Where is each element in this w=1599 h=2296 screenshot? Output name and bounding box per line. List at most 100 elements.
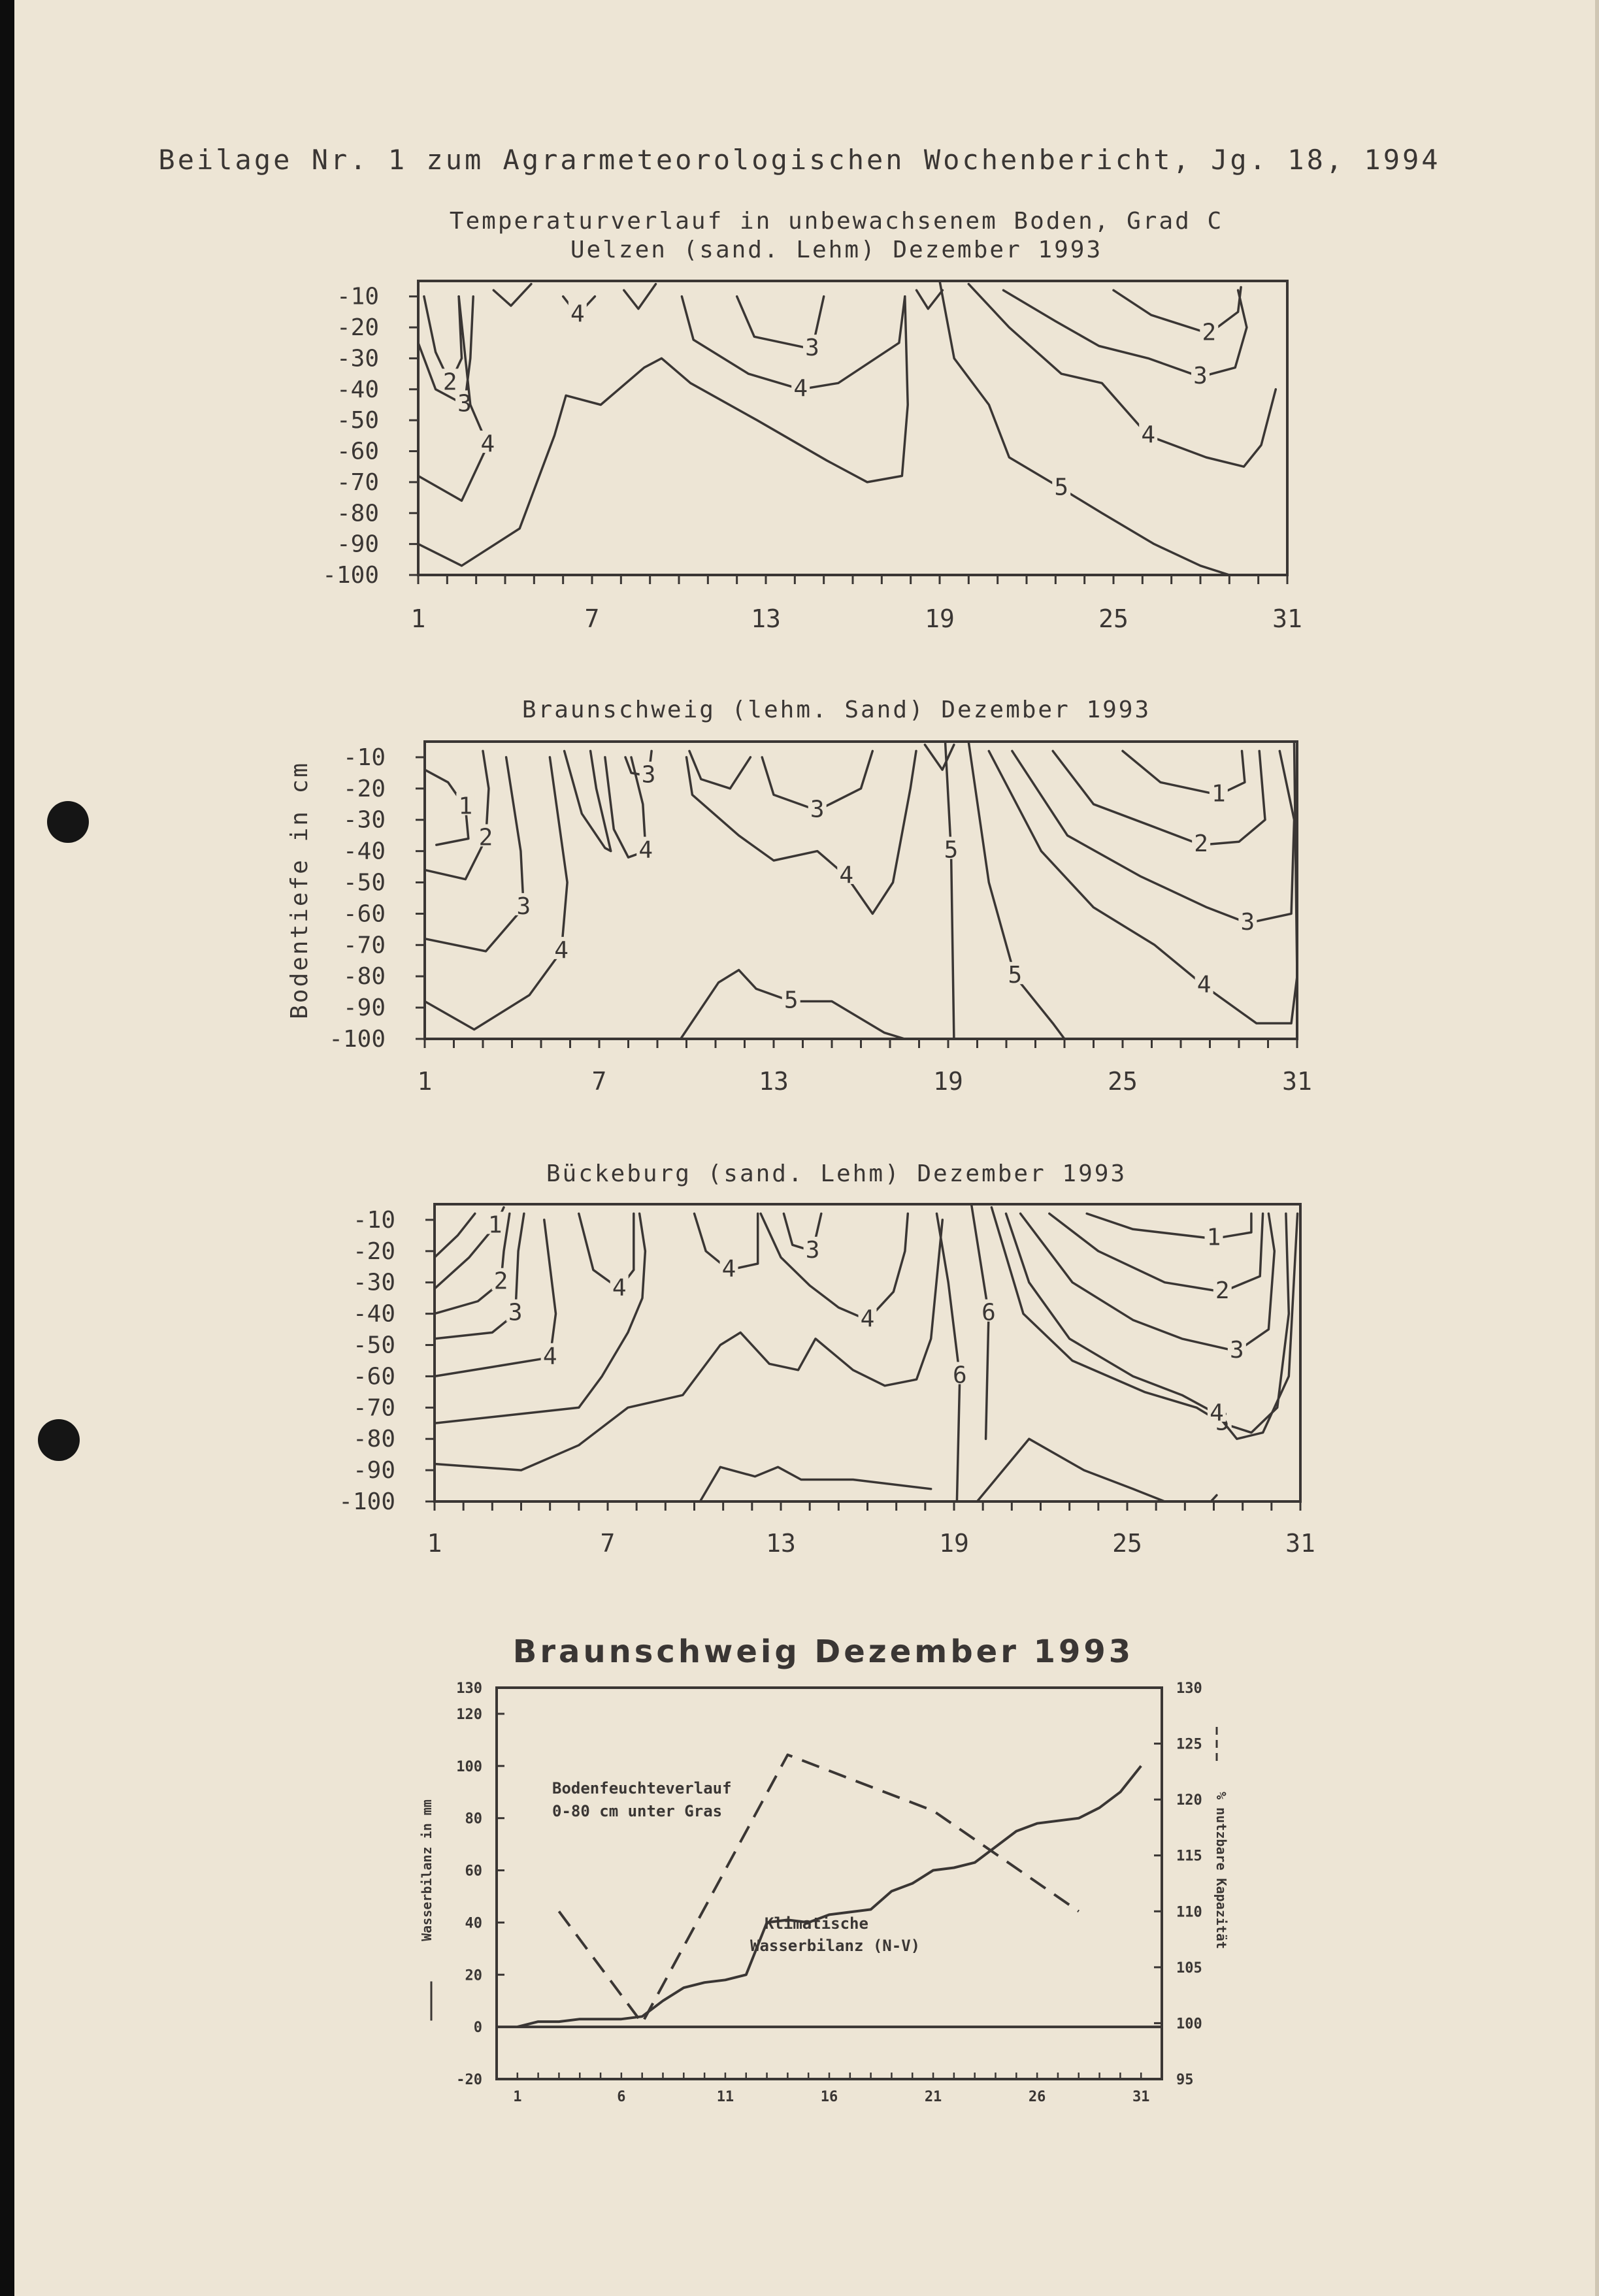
y-tick-label: 0 bbox=[474, 2020, 482, 2036]
contour-label-bg bbox=[1209, 780, 1228, 803]
plot-frame bbox=[433, 1203, 1302, 1503]
contour-label-bg bbox=[791, 374, 810, 397]
y-tick-label: 20 bbox=[465, 1967, 483, 1984]
y-tick-label: -50 bbox=[337, 407, 379, 434]
y-tick-label: 120 bbox=[1176, 1792, 1202, 1809]
contour-label: 4 bbox=[839, 862, 853, 889]
chart-title: Temperaturverlauf in unbewachsenem Boden… bbox=[449, 208, 1224, 235]
contour-line bbox=[1011, 749, 1296, 925]
y-tick-label: -50 bbox=[343, 870, 386, 896]
contour-label: 4 bbox=[722, 1256, 736, 1283]
y-tick-label: -20 bbox=[337, 314, 379, 341]
y-tick-label: 110 bbox=[1176, 1904, 1202, 1920]
contour-label-bg bbox=[1207, 1399, 1226, 1422]
contour-label: 2 bbox=[443, 369, 457, 395]
contour-line bbox=[987, 740, 1298, 1025]
contour-label: 2 bbox=[1202, 320, 1216, 346]
y-tick-label: -10 bbox=[353, 1207, 395, 1234]
y-tick-label: -80 bbox=[337, 500, 379, 527]
contour-line bbox=[935, 1212, 961, 1503]
y-tick-label: -80 bbox=[353, 1426, 395, 1452]
contour-label-bg bbox=[514, 893, 533, 915]
contour-label-bg bbox=[552, 936, 571, 959]
contour-label: 4 bbox=[554, 937, 569, 964]
y-tick-label: -60 bbox=[343, 900, 386, 927]
annotation-text: 0-80 cm unter Gras bbox=[552, 1802, 722, 1820]
y-tick-label: -20 bbox=[343, 776, 386, 802]
contour-label: 1 bbox=[1212, 780, 1226, 807]
y-tick-label: -10 bbox=[337, 284, 379, 310]
chart-title: Braunschweig Dezember 1993 bbox=[512, 1633, 1134, 1670]
y-tick-label: -50 bbox=[353, 1332, 395, 1359]
y-tick-label: -90 bbox=[343, 994, 386, 1021]
contour-label: 2 bbox=[494, 1268, 508, 1295]
contour-label-bg bbox=[1204, 1224, 1223, 1247]
contour-label-bg bbox=[1227, 1337, 1246, 1360]
contour-label: 3 bbox=[1193, 363, 1208, 389]
y-tick-label: -90 bbox=[353, 1457, 395, 1484]
chart-title: Bückeburg (sand. Lehm) Dezember 1993 bbox=[546, 1160, 1127, 1187]
y-tick-label: -30 bbox=[337, 345, 379, 372]
x-tick-label: 19 bbox=[933, 1067, 963, 1096]
y-tick-label: 105 bbox=[1176, 1960, 1202, 1976]
contour-label-bg bbox=[1192, 830, 1211, 853]
contour-label-bg bbox=[636, 836, 655, 859]
contour-label: 4 bbox=[543, 1343, 557, 1370]
y-tick-label: 100 bbox=[456, 1759, 482, 1775]
contour-label: 4 bbox=[638, 837, 653, 864]
x-tick-label: 1 bbox=[418, 1067, 433, 1096]
contour-label: 5 bbox=[1054, 474, 1068, 500]
contour-label-bg bbox=[491, 1268, 510, 1290]
chart-subtitle: Uelzen (sand. Lehm) Dezember 1993 bbox=[570, 237, 1103, 263]
y-tick-label: -40 bbox=[343, 838, 386, 865]
x-tick-label: 11 bbox=[717, 2089, 734, 2105]
contour-label-bg bbox=[1139, 421, 1158, 444]
chart-title: Braunschweig (lehm. Sand) Dezember 1993 bbox=[521, 697, 1151, 723]
y-tick-label: -100 bbox=[338, 1488, 395, 1515]
contour-label-bg bbox=[506, 1299, 525, 1322]
y-tick-label: -60 bbox=[337, 438, 379, 465]
x-tick-label: 7 bbox=[585, 604, 600, 633]
y-tick-label: 40 bbox=[465, 1915, 483, 1931]
contour-line bbox=[1019, 1212, 1276, 1353]
x-tick-label: 26 bbox=[1029, 2089, 1046, 2105]
annotation-text: Bodenfeuchteverlauf bbox=[552, 1779, 732, 1797]
contour-label-bg bbox=[486, 1211, 504, 1234]
contour-line bbox=[1048, 1212, 1264, 1293]
contour-label-bg bbox=[1195, 971, 1213, 994]
contour-line bbox=[923, 744, 955, 771]
contour-line bbox=[688, 749, 752, 790]
y-tick-label: -70 bbox=[353, 1394, 395, 1421]
y-tick-label: -30 bbox=[353, 1270, 395, 1296]
contour-label: 5 bbox=[784, 987, 799, 1014]
y-tick-label: -60 bbox=[353, 1363, 395, 1390]
y-tick-label: -80 bbox=[343, 963, 386, 990]
contour-label-bg bbox=[837, 861, 856, 884]
x-tick-label: 7 bbox=[592, 1067, 607, 1096]
contour-label-bg bbox=[1006, 962, 1025, 985]
contour-line bbox=[433, 1212, 476, 1259]
x-tick-label: 16 bbox=[821, 2089, 838, 2105]
contour-label: 5 bbox=[944, 837, 959, 864]
x-tick-label: 31 bbox=[1272, 604, 1302, 633]
x-tick-label: 13 bbox=[759, 1067, 789, 1096]
contour-label: 3 bbox=[810, 796, 825, 823]
contour-line bbox=[1051, 749, 1266, 846]
y-tick-label: -30 bbox=[343, 807, 386, 834]
y-tick-label: -90 bbox=[337, 531, 379, 558]
x-tick-label: 25 bbox=[1112, 1529, 1142, 1558]
contour-label-bg bbox=[858, 1305, 877, 1328]
contour-label-bg bbox=[803, 1236, 822, 1259]
contour-line bbox=[782, 1212, 823, 1253]
y-tick-label: 130 bbox=[456, 1681, 482, 1697]
x-tick-label: 21 bbox=[925, 2089, 942, 2105]
y-tick-label: 95 bbox=[1176, 2072, 1194, 2088]
x-tick-label: 1 bbox=[411, 604, 426, 633]
y-tick-label: -20 bbox=[456, 2072, 482, 2088]
contour-line bbox=[492, 282, 533, 307]
water-balance-line bbox=[517, 1765, 1142, 2029]
contour-label: 3 bbox=[516, 893, 531, 920]
y-tick-label: -40 bbox=[337, 376, 379, 403]
page-header: Beilage Nr. 1 zum Agrarmeteorologischen … bbox=[158, 144, 1441, 176]
y-axis-label-right: % nutzbare Kapazität bbox=[1213, 1792, 1229, 1949]
